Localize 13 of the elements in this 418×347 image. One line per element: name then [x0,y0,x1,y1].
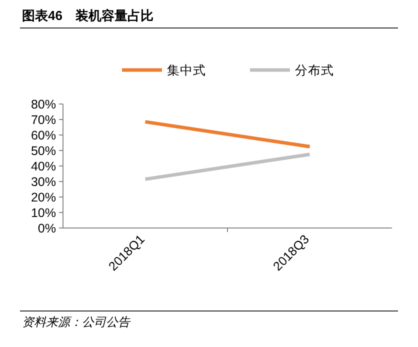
text: 资料来源：公司公告 [22,315,131,329]
y-tick-label: 60% [30,128,56,142]
y-tick-label: 70% [30,113,56,127]
y-tick-label: 10% [30,206,56,220]
title: 图表46 装机容量占比 [22,8,154,23]
y-tick-label: 80% [30,98,56,112]
y-tick-label: 0% [38,222,56,236]
y-tick-label: 50% [30,144,56,158]
legend-label: 分布式 [295,64,334,78]
y-tick-label: 30% [30,175,56,189]
y-tick-label: 20% [30,190,56,204]
legend-label: 集中式 [167,64,206,78]
y-tick-label: 40% [30,160,56,174]
